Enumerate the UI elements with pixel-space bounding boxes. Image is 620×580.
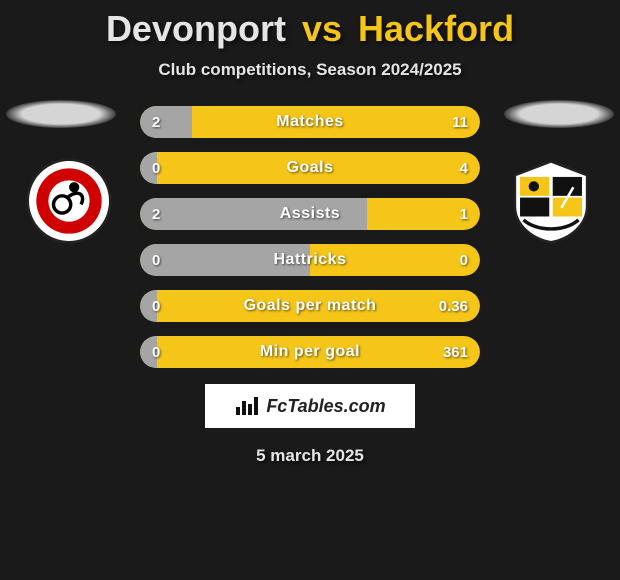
club-crest-icon <box>508 158 594 244</box>
stat-bar: 21Assists <box>140 198 480 230</box>
shadow-right <box>504 100 614 128</box>
comparison-stage: 211Matches 04Goals 21Assists 00Hattricks 00.… <box>0 106 620 368</box>
stat-bar: 211Matches <box>140 106 480 138</box>
brand-box: FcTables.com <box>205 384 415 428</box>
subtitle: Club competitions, Season 2024/2025 <box>0 60 620 80</box>
player-1-name: Devonport <box>106 8 286 49</box>
stat-label: Goals <box>140 152 480 184</box>
stat-bar: 00.36Goals per match <box>140 290 480 322</box>
stat-label: Matches <box>140 106 480 138</box>
stat-bars: 211Matches 04Goals 21Assists 00Hattricks 00.… <box>140 106 480 368</box>
stat-bar: 0361Min per goal <box>140 336 480 368</box>
page-title: Devonport vs Hackford <box>0 0 620 50</box>
bar-chart-icon <box>234 395 260 417</box>
footer-date: 5 march 2025 <box>0 446 620 466</box>
team-logo-right <box>508 158 594 244</box>
club-crest-icon <box>26 158 112 244</box>
stat-label: Min per goal <box>140 336 480 368</box>
stat-label: Hattricks <box>140 244 480 276</box>
vs-label: vs <box>302 8 342 49</box>
stat-bar: 00Hattricks <box>140 244 480 276</box>
brand-text: FcTables.com <box>266 396 385 417</box>
stat-label: Goals per match <box>140 290 480 322</box>
shadow-left <box>6 100 116 128</box>
stat-label: Assists <box>140 198 480 230</box>
team-logo-left <box>26 158 112 244</box>
player-2-name: Hackford <box>358 8 514 49</box>
stat-bar: 04Goals <box>140 152 480 184</box>
